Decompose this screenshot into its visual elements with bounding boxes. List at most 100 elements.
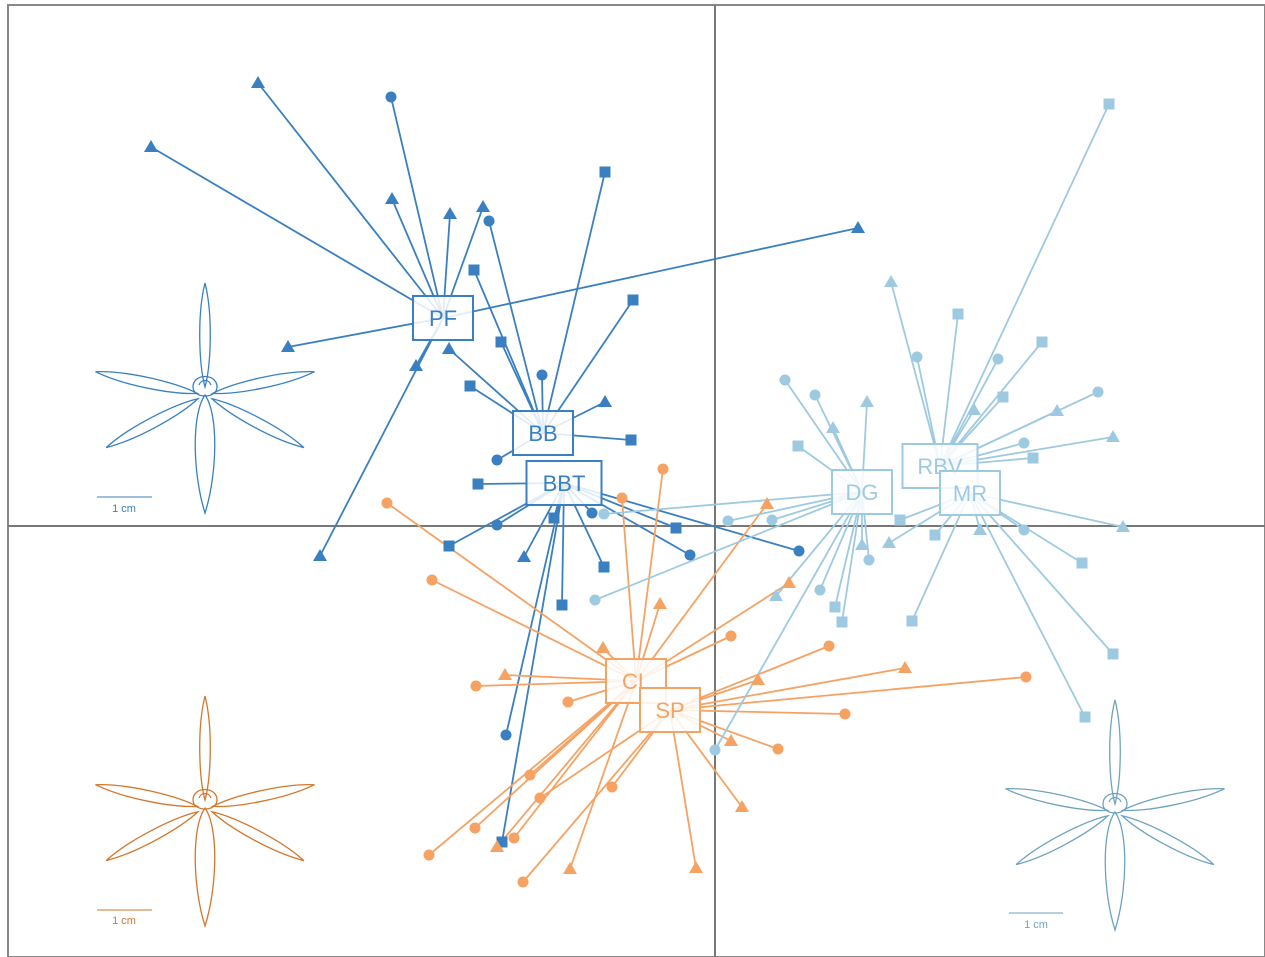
spoke	[390, 96, 444, 319]
point	[725, 630, 737, 642]
point	[863, 554, 875, 566]
centroid-box	[639, 687, 701, 733]
point	[911, 351, 923, 363]
point	[1050, 404, 1064, 416]
point	[534, 792, 546, 804]
spoke	[474, 680, 637, 829]
spoke	[669, 667, 906, 711]
point	[496, 836, 508, 848]
spoke	[939, 103, 1110, 467]
point	[782, 576, 796, 588]
point	[882, 536, 896, 548]
point	[1107, 648, 1119, 660]
point	[898, 661, 912, 673]
point	[929, 529, 941, 541]
point	[524, 769, 536, 781]
point	[470, 680, 482, 692]
point	[967, 403, 981, 415]
point	[1092, 386, 1104, 398]
centroid-label: PF	[429, 306, 457, 331]
point	[495, 336, 507, 348]
point	[952, 308, 964, 320]
point	[766, 514, 778, 526]
point	[735, 800, 749, 812]
centroid-label: DG	[846, 480, 879, 505]
point	[508, 832, 520, 844]
point	[625, 434, 637, 446]
point	[476, 200, 490, 212]
point	[596, 641, 610, 653]
point	[426, 574, 438, 586]
point	[423, 849, 435, 861]
point	[627, 294, 639, 306]
point	[498, 668, 512, 680]
spoke	[714, 491, 863, 751]
point	[616, 492, 628, 504]
point	[670, 522, 682, 534]
spoke	[386, 502, 637, 682]
point	[653, 597, 667, 609]
point	[724, 734, 738, 746]
point	[598, 508, 610, 520]
point	[281, 340, 295, 352]
point	[1018, 524, 1030, 536]
point	[443, 207, 457, 219]
spoke	[635, 468, 664, 682]
spoke	[513, 680, 637, 839]
spoke	[473, 269, 544, 434]
point	[606, 781, 618, 793]
spoke	[669, 709, 697, 869]
spoke	[488, 220, 544, 434]
spoke	[669, 676, 1027, 711]
point	[793, 545, 805, 557]
spoke	[603, 491, 863, 515]
spoke	[969, 492, 1086, 718]
point	[1036, 336, 1048, 348]
point	[657, 463, 669, 475]
spoke	[522, 709, 671, 883]
point	[772, 743, 784, 755]
point	[517, 550, 531, 562]
spoke	[542, 171, 606, 434]
point	[1079, 711, 1091, 723]
centroid-label: MR	[953, 481, 987, 506]
point	[556, 599, 568, 611]
point	[992, 353, 1004, 365]
point	[468, 264, 480, 276]
spoke	[150, 146, 444, 319]
spoke	[496, 680, 637, 848]
point	[409, 359, 423, 371]
point	[144, 140, 158, 152]
point	[839, 708, 851, 720]
centroid-box	[831, 469, 893, 515]
point	[483, 215, 495, 227]
spoke	[569, 680, 637, 870]
point	[563, 862, 577, 874]
point	[562, 696, 574, 708]
point	[500, 729, 512, 741]
point	[1027, 452, 1039, 464]
centroid-box	[412, 295, 474, 341]
point	[443, 540, 455, 552]
point	[689, 861, 703, 873]
point	[1103, 98, 1115, 110]
spoke	[939, 313, 959, 467]
point	[722, 515, 734, 527]
point	[548, 512, 560, 524]
spoke	[621, 497, 637, 682]
point	[1106, 430, 1120, 442]
point	[385, 192, 399, 204]
point	[829, 601, 841, 613]
point	[855, 538, 869, 550]
spoke	[319, 317, 444, 557]
spoke	[442, 227, 859, 319]
point	[536, 369, 548, 381]
point	[860, 395, 874, 407]
point	[599, 166, 611, 178]
spoke	[890, 281, 941, 467]
point	[809, 389, 821, 401]
point	[906, 615, 918, 627]
point	[586, 507, 598, 519]
flower-illustration	[93, 695, 317, 927]
